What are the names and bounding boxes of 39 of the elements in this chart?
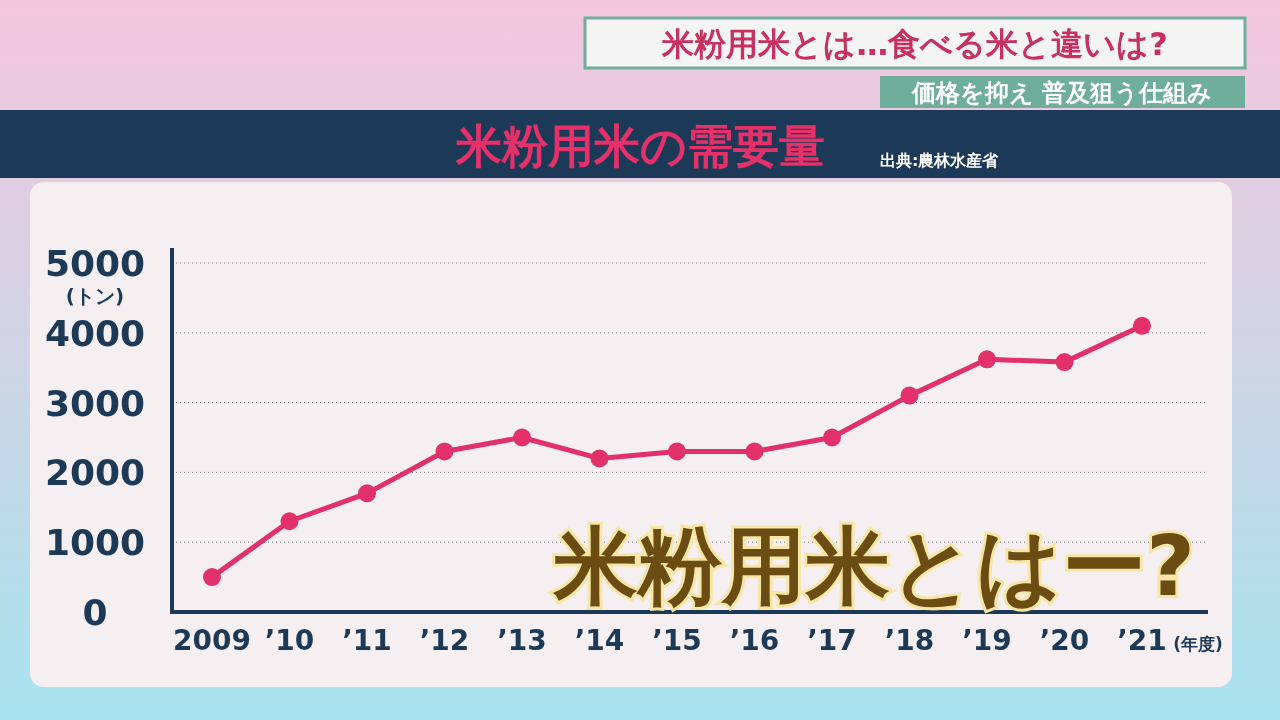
y-tick-label: 1000	[44, 522, 146, 564]
text: 米粉用米とは…食べる米と違いは?	[661, 25, 1168, 63]
source-note: 出典:農林水産省	[880, 151, 1000, 170]
point	[745, 442, 764, 461]
x-tick-label: ’18	[884, 624, 935, 657]
x-tick-label: ’21	[1117, 624, 1167, 657]
x-tick-label: ’19	[962, 624, 1012, 657]
x-tick-label: ’14	[574, 624, 625, 657]
point	[1055, 353, 1074, 372]
y-tick-label: 4000	[44, 312, 146, 354]
point	[280, 512, 299, 531]
y-tick-label: 0	[82, 592, 108, 633]
y-tick-label: 2000	[44, 452, 146, 494]
x-tick-label: ’10	[264, 624, 315, 657]
text: 価格を抑え 普及狙う仕組み	[910, 79, 1213, 107]
x-tick-label: ’11	[342, 624, 392, 657]
y-axis-title: (トン)	[65, 284, 125, 308]
point	[1133, 316, 1151, 335]
point	[203, 568, 221, 587]
point	[900, 386, 919, 405]
x-tick-label: 2009	[173, 624, 251, 657]
x-tick-label: ’20	[1039, 624, 1090, 657]
point	[823, 428, 841, 447]
x-axis-title: (年度)	[1173, 634, 1223, 654]
point	[513, 428, 531, 447]
y-tick-label: 3000	[44, 382, 146, 424]
x-tick-label: ’17	[807, 624, 857, 657]
x-tick-label: ’16	[729, 624, 780, 657]
point	[435, 442, 454, 461]
point	[590, 449, 609, 468]
point	[668, 442, 686, 461]
x-tick-label: ’12	[419, 624, 470, 657]
x-tick-label: ’15	[652, 624, 702, 657]
x-tick-label: ’13	[497, 624, 547, 657]
point	[978, 350, 996, 369]
point	[358, 484, 376, 503]
chart-title: 米粉用米の需要量	[454, 119, 825, 173]
annotation: 米粉用米とはー?	[552, 517, 1195, 615]
y-tick-label: 5000	[44, 243, 146, 284]
